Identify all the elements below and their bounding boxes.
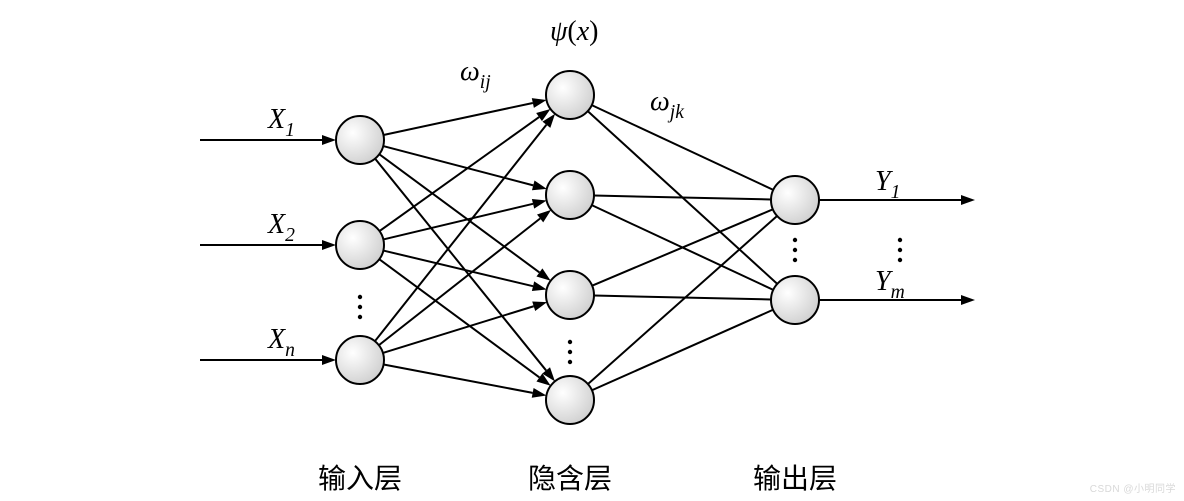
- edge-ih-head: [532, 98, 547, 108]
- input-node-1: [336, 221, 384, 269]
- input-arrow-head: [322, 135, 336, 145]
- edge-ih: [383, 306, 534, 353]
- edge-ih: [375, 159, 546, 371]
- input-node-0: [336, 116, 384, 164]
- ellipsis-dot: [358, 315, 362, 319]
- ellipsis-dot: [358, 295, 362, 299]
- edge-ho: [592, 310, 773, 391]
- input-layer-label: 输入层: [318, 463, 402, 495]
- hidden-node-2: [546, 271, 594, 319]
- output-label-1: Ym: [875, 266, 905, 303]
- input-label-0: X1: [267, 104, 295, 141]
- hidden-node-3: [546, 376, 594, 424]
- ellipsis-dot: [568, 360, 572, 364]
- edge-ho: [588, 216, 777, 384]
- ellipsis-dot: [793, 248, 797, 252]
- ellipsis-dot: [898, 238, 902, 242]
- hidden-node-1: [546, 171, 594, 219]
- input-label-2: Xn: [267, 324, 295, 361]
- output-node-0: [771, 176, 819, 224]
- input-arrow-head: [322, 355, 336, 365]
- ellipsis-dot: [793, 238, 797, 242]
- output-layer-label: 输出层: [753, 463, 837, 495]
- edge-ih-head: [536, 268, 550, 280]
- hidden-layer-label: 隐含层: [528, 463, 612, 495]
- edge-ih-head: [532, 181, 547, 191]
- weight-label-1: ωjk: [650, 86, 684, 123]
- input-label-1: X2: [267, 209, 295, 246]
- input-node-2: [336, 336, 384, 384]
- edge-ho: [592, 209, 773, 285]
- edge-ih: [383, 204, 533, 240]
- ellipsis-dot: [793, 258, 797, 262]
- output-node-1: [771, 276, 819, 324]
- hidden-node-0: [546, 71, 594, 119]
- edge-ih-head: [532, 301, 547, 311]
- edge-ih-head: [532, 388, 547, 398]
- neural-network-diagram: X1 X2 Xn Y1 Ym ωij ωjk ψ(x) 输入层 隐含层 输出层: [0, 0, 1184, 501]
- output-label-0: Y1: [875, 166, 900, 203]
- edge-ih-head: [532, 199, 547, 209]
- edge-ih: [383, 103, 532, 135]
- ellipsis-dot: [358, 305, 362, 309]
- edge-ho: [594, 196, 771, 200]
- weight-label-0: ωij: [460, 56, 491, 93]
- ellipsis-dot: [568, 340, 572, 344]
- ellipsis-dot: [568, 350, 572, 354]
- output-arrow-head: [961, 295, 975, 305]
- edge-ih: [379, 259, 539, 377]
- ellipsis-dot: [898, 258, 902, 262]
- edge-ih-head: [537, 210, 551, 223]
- edge-ih: [383, 251, 533, 287]
- activation-label: ψ(x): [550, 16, 598, 47]
- edge-ih: [384, 364, 533, 392]
- output-arrow-head: [961, 195, 975, 205]
- input-arrow-head: [322, 240, 336, 250]
- ellipsis-dot: [898, 248, 902, 252]
- edge-ih: [383, 146, 533, 185]
- edge-ih-head: [532, 281, 547, 291]
